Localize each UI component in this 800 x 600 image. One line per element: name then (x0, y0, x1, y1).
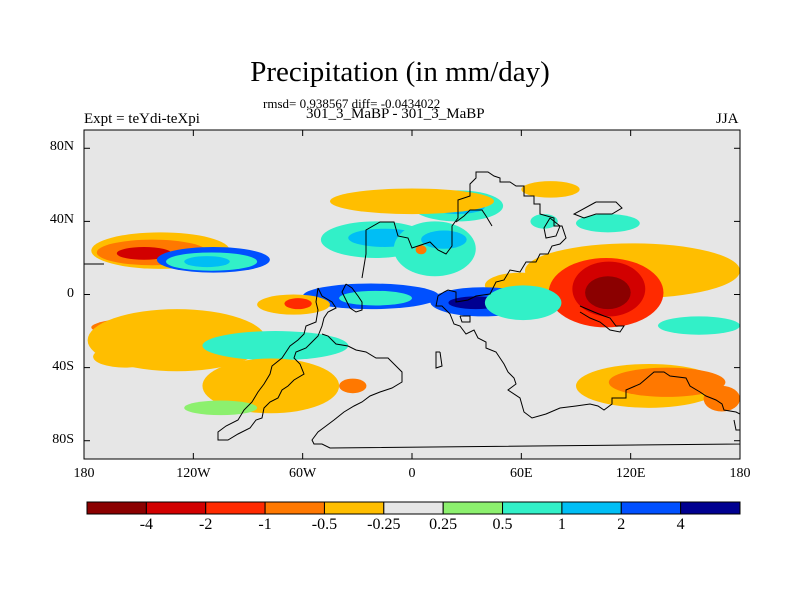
colorbar (86, 501, 741, 515)
colorbar-swatch (86, 501, 147, 515)
lon-label-60e: 60E (510, 466, 533, 481)
precip-region (93, 345, 157, 368)
lat-label-80n: 80N (49, 139, 74, 155)
colorbar-swatch (502, 501, 563, 515)
colorbar-label: 1 (557, 516, 566, 533)
precip-region (116, 246, 172, 260)
colorbar-label: -2 (199, 516, 213, 533)
lat-label-40n: 40N (49, 212, 74, 228)
colorbar-label: -1 (258, 516, 272, 533)
precip-region (202, 331, 349, 361)
precip-region (339, 378, 367, 394)
lat-label-40s: 40S (52, 358, 74, 374)
colorbar-swatch (383, 501, 444, 515)
lon-label-180w: 180 (73, 466, 95, 481)
colorbar-label: -4 (139, 516, 154, 533)
precip-region (339, 290, 412, 306)
lat-label-0: 0 (67, 285, 74, 301)
precip-region (184, 256, 230, 268)
precip-region (393, 221, 476, 277)
colorbar-label: 0.5 (492, 516, 513, 533)
precip-region (521, 181, 580, 198)
page-title: Precipitation (in mm/day) (250, 56, 550, 88)
precip-region (530, 214, 558, 229)
colorbar-swatch (442, 501, 504, 515)
experiment-label: Expt = teYdi-teXpi (84, 111, 200, 127)
stats-subtitle: rmsd= 0.938567 diff= -0.0434022 (263, 96, 441, 111)
precip-region (284, 298, 312, 310)
precip-region (484, 285, 562, 321)
precip-region (184, 400, 258, 416)
precip-region (585, 276, 631, 310)
lon-label-180e: 180 (729, 466, 751, 481)
colorbar-label: -0.25 (367, 516, 401, 533)
season-label: JJA (716, 111, 739, 127)
colorbar-swatch (205, 501, 266, 515)
colorbar-swatch (145, 501, 207, 515)
precip-region (202, 358, 340, 414)
lon-label-120e: 120E (615, 466, 646, 481)
colorbar-swatch (680, 501, 741, 515)
colorbar-label: 2 (617, 516, 626, 533)
precip-region (576, 214, 640, 233)
colorbar-swatch (264, 501, 325, 515)
precip-region (421, 230, 467, 249)
axis-ticks (83, 130, 741, 459)
precip-region (415, 245, 427, 255)
case-label: 301_3_MaBP - 301_3_MaBP (306, 106, 485, 122)
lon-label-60w: 60W (289, 466, 317, 481)
precip-region (703, 385, 740, 412)
lat-label-80s: 80S (52, 431, 74, 447)
colorbar-swatch (323, 501, 385, 515)
precip-region (658, 316, 740, 335)
colorbar-swatch (620, 501, 682, 515)
precip-region (330, 188, 494, 215)
coastlines (84, 171, 740, 449)
colorbar-label: 0.25 (429, 516, 458, 533)
colorbar-label: 4 (676, 516, 685, 533)
colorbar-swatch (561, 501, 622, 515)
lon-label-120w: 120W (176, 466, 211, 481)
colorbar-label: -0.5 (311, 516, 338, 533)
lon-label-0: 0 (408, 466, 416, 481)
